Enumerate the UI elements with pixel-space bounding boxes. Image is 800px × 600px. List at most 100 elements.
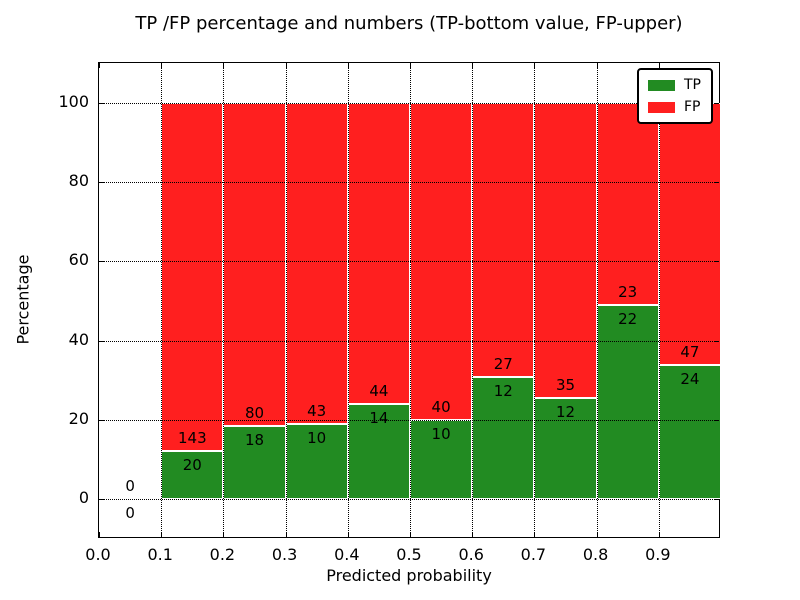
y-gridline (99, 340, 719, 342)
fp-count-label: 35 (555, 376, 576, 395)
bar-tp-segment (161, 450, 224, 500)
x-tick-label: 0.3 (271, 545, 298, 564)
legend-label-fp: FP (684, 99, 701, 115)
x-gridline (472, 63, 474, 537)
bar-tp-segment (596, 305, 659, 500)
tp-count-label: 0 (125, 504, 135, 523)
legend-label-tp: TP (684, 77, 701, 93)
x-tick-mark (534, 532, 536, 537)
y-tick-mark (99, 182, 104, 183)
fp-count-label: 44 (369, 381, 389, 400)
x-tick-mark (99, 63, 100, 68)
bar-fp-segment (161, 102, 224, 451)
bar-fp-segment (596, 102, 659, 306)
legend: TP FP (637, 68, 713, 124)
tp-count-label: 12 (493, 382, 513, 401)
fp-count-label: 23 (618, 283, 638, 302)
y-tick-mark (99, 261, 104, 263)
tp-count-label: 10 (431, 425, 451, 443)
bar-fp-segment (410, 102, 473, 420)
y-tick-mark (714, 261, 719, 263)
bar-fp-segment (472, 102, 535, 378)
bar-fp-segment (347, 102, 410, 404)
x-tick-label: 0.7 (520, 545, 547, 564)
fp-swatch-icon (648, 101, 675, 113)
x-tick-mark (596, 532, 598, 537)
x-tick-label: 0.4 (334, 545, 360, 564)
tp-count-label: 24 (680, 370, 700, 389)
x-tick-label: 0.0 (85, 545, 111, 564)
x-tick-mark (285, 532, 287, 537)
fp-count-label: 80 (244, 404, 265, 423)
legend-item-tp: TP (648, 77, 701, 93)
x-gridline (161, 63, 163, 537)
y-tick-label: 100 (58, 91, 89, 111)
y-axis-label: Percentage (13, 254, 33, 345)
y-tick-label: 80 (68, 171, 89, 190)
y-tick-mark (714, 102, 719, 104)
x-gridline (410, 63, 411, 537)
y-tick-label: 20 (68, 409, 89, 428)
x-tick-mark (347, 532, 349, 537)
x-tick-mark (347, 63, 349, 68)
plot-area: 0 0 143 20 80 18 43 10 44 14 40 10 27 12 35 12 23 22 47 24 … (98, 62, 721, 538)
x-gridline (658, 63, 660, 537)
bar-tp-segment (534, 398, 597, 500)
x-tick-mark (534, 63, 536, 68)
bar-tp-segment (658, 365, 721, 500)
bar-fp-segment (285, 102, 348, 425)
x-tick-mark (161, 63, 163, 68)
x-tick-mark (658, 63, 660, 68)
y-tick-mark (714, 182, 719, 183)
y-tick-mark (99, 499, 104, 501)
y-tick-mark (714, 340, 719, 342)
x-gridline (285, 63, 287, 537)
x-gridline (347, 63, 349, 537)
x-tick-mark (472, 63, 474, 68)
y-tick-mark (99, 340, 104, 342)
y-gridline (99, 499, 719, 501)
tp-swatch-icon (648, 79, 675, 91)
y-tick-mark (99, 102, 104, 104)
y-tick-label: 40 (68, 329, 89, 349)
x-gridline (223, 63, 225, 537)
y-tick-label: 60 (68, 250, 89, 270)
tp-count-label: 22 (618, 310, 638, 329)
fp-count-label: 43 (307, 402, 327, 421)
x-tick-mark (472, 532, 474, 537)
x-tick-label: 0.5 (396, 545, 422, 564)
x-tick-mark (596, 63, 598, 68)
x-axis-label: Predicted probability (326, 566, 492, 585)
y-gridline (99, 182, 719, 183)
bar-fp-segment (658, 102, 721, 366)
tp-count-label: 20 (182, 455, 202, 474)
y-gridline (99, 102, 719, 104)
y-tick-label: 0 (78, 488, 89, 508)
x-tick-mark (161, 532, 163, 537)
y-gridline (99, 420, 719, 421)
x-tick-mark (410, 532, 411, 537)
y-tick-mark (714, 499, 719, 501)
x-tick-label: 0.1 (147, 545, 173, 564)
tp-count-label: 18 (244, 431, 265, 450)
y-tick-mark (714, 420, 719, 421)
tp-count-label: 10 (307, 429, 327, 448)
x-tick-mark (285, 63, 287, 68)
x-gridline (534, 63, 536, 537)
chart-title-line1: TP /FP percentage and numbers (TP-bottom… (135, 13, 683, 34)
x-gridline (596, 63, 598, 537)
x-tick-mark (99, 532, 100, 537)
tp-count-label: 12 (555, 403, 576, 422)
x-tick-mark (223, 532, 225, 537)
x-tick-label: 0.2 (209, 545, 236, 564)
x-tick-label: 0.9 (645, 545, 671, 564)
tp-count-label: 14 (369, 408, 389, 427)
legend-item-fp: FP (648, 99, 701, 115)
y-tick-mark (99, 420, 104, 421)
bar-tp-segment (223, 426, 286, 500)
fp-count-label: 27 (493, 355, 513, 374)
bar-fp-segment (534, 102, 597, 399)
x-tick-mark (658, 532, 660, 537)
x-tick-mark (223, 63, 225, 68)
